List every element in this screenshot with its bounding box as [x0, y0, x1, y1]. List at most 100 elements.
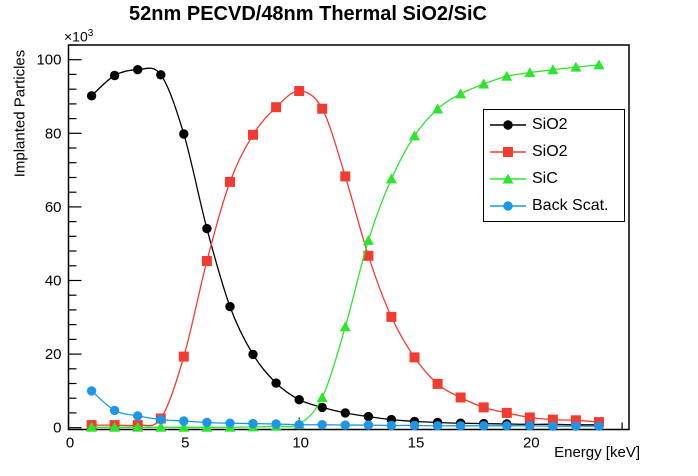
legend-item-sio2-pecvd: SiO2 [489, 113, 624, 137]
series-3-marker [156, 414, 166, 425]
series-3-back-scat- [86, 386, 604, 431]
circle-marker-icon [490, 120, 526, 131]
series-3-marker [548, 421, 558, 431]
legend-label: SiO2 [532, 143, 568, 161]
series-3-marker [179, 416, 189, 426]
series-3-marker [109, 405, 120, 416]
y-tick-label-0: 0 [53, 420, 61, 437]
series-3-marker [502, 421, 512, 431]
chart-title: 52nm PECVD/48nm Thermal SiO2/SiC [129, 3, 487, 25]
series-0-marker [294, 395, 304, 405]
series-1-marker [432, 378, 443, 389]
x-tick-label-15: 15 [408, 435, 425, 452]
series-1-marker [225, 176, 235, 187]
legend-marker-glyph [503, 147, 513, 158]
legend-marker-glyph [503, 120, 513, 131]
series-2-marker [547, 64, 559, 75]
series-2-marker [593, 59, 605, 70]
series-0-marker [225, 301, 235, 312]
legend-label: SiO2 [532, 116, 568, 134]
series-0-marker [317, 402, 327, 413]
series-3-marker [594, 421, 604, 431]
series-3-marker [202, 417, 212, 428]
series-1-marker [547, 414, 558, 425]
series-1-marker [340, 171, 351, 182]
series-2-marker [86, 421, 98, 432]
series-1-marker [271, 102, 282, 113]
series-2-marker [155, 421, 167, 432]
series-0-marker [179, 129, 189, 139]
series-3-marker [133, 411, 143, 421]
y-tick-label-40: 40 [45, 273, 62, 290]
series-1-marker [294, 86, 305, 96]
series-0-marker [86, 91, 97, 101]
series-0-marker [271, 378, 281, 388]
series-3-marker [455, 421, 466, 431]
series-1-marker [501, 407, 512, 418]
series-2-marker [478, 78, 490, 89]
circle-marker-icon [490, 200, 526, 211]
series-2-marker [432, 103, 444, 114]
y-tick-label-60: 60 [45, 199, 62, 216]
x-axis-title: Energy [keV] [554, 444, 640, 461]
series-2-marker [362, 234, 374, 245]
series-3-marker [225, 418, 235, 428]
series-0-marker [202, 223, 212, 234]
triangle-marker-icon [490, 173, 526, 184]
x-tick-label-20: 20 [523, 435, 540, 452]
x-tick-label-10: 10 [292, 435, 309, 452]
series-1-marker [363, 250, 374, 261]
series-2-marker [339, 321, 351, 332]
legend-label: Back Scat. [532, 196, 609, 214]
y-tick-label-80: 80 [45, 125, 62, 142]
series-3-marker [432, 421, 443, 431]
series-1-marker [201, 256, 212, 266]
series-2-marker [385, 173, 397, 184]
series-2-marker [178, 421, 190, 432]
series-2-marker [132, 421, 144, 432]
series-1-marker [478, 402, 489, 413]
legend: SiO2 SiO2 SiC Back Scat. [483, 109, 625, 222]
series-2-marker [501, 70, 513, 81]
y-tick-label-100: 100 [36, 52, 61, 69]
legend-marker-glyph [503, 200, 513, 211]
series-1-marker [570, 415, 581, 426]
series-1-marker [524, 412, 535, 423]
series-0-marker [156, 70, 166, 80]
series-2-marker [109, 421, 121, 432]
series-3-marker [571, 421, 581, 431]
series-2-marker [455, 88, 467, 99]
y-axis-exponent: ×103 [64, 28, 93, 45]
series-1-marker [455, 392, 466, 403]
series-1-marker [386, 311, 397, 322]
plot-frame [67, 44, 630, 431]
y-tick-label-20: 20 [45, 346, 62, 363]
legend-item-back-scat: Back Scat. [489, 194, 624, 218]
series-1-marker [178, 351, 189, 362]
x-tick-label-5: 5 [181, 435, 189, 452]
series-3-marker [86, 386, 97, 396]
square-marker-icon [490, 147, 526, 158]
series-2-marker [316, 392, 328, 402]
legend-label: SiC [532, 169, 558, 187]
series-0-marker [363, 411, 374, 422]
legend-marker-glyph [502, 173, 514, 184]
series-3-marker [317, 420, 327, 430]
series-2-marker [524, 67, 536, 78]
y-axis-exponent-power: 3 [87, 28, 94, 39]
series-2-marker [409, 130, 420, 141]
legend-item-sio2-thermal: SiO2 [489, 140, 624, 164]
series-1-marker [317, 103, 328, 114]
series-2-sic [86, 59, 605, 432]
series-3-marker [271, 419, 281, 429]
series-3-marker [294, 420, 304, 430]
x-tick-label-0: 0 [66, 435, 74, 452]
series-3-marker [386, 420, 397, 431]
series-0-marker [248, 349, 258, 360]
series-0-marker [340, 408, 350, 418]
legend-item-sic: SiC [489, 167, 624, 191]
series-1-marker [248, 129, 258, 140]
series-3-marker [363, 420, 374, 430]
